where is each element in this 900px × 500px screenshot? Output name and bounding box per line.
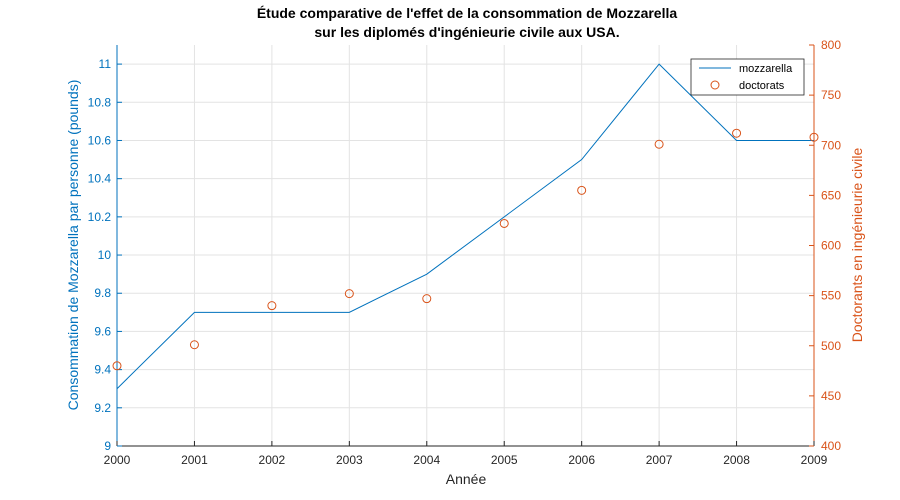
data-point-doctorats [577, 185, 587, 195]
legend-swatch-doctorats [710, 80, 720, 90]
x-tick-label: 2007 [646, 453, 673, 467]
y-left-tick-label: 9.4 [94, 363, 111, 377]
y-right-tick-label: 700 [821, 138, 841, 152]
data-point-doctorats [422, 294, 432, 304]
x-tick-label: 2006 [568, 453, 595, 467]
y-left-tick-label: 10.6 [88, 133, 112, 147]
data-point-doctorats [189, 340, 199, 350]
x-tick-label: 2001 [181, 453, 208, 467]
x-tick-label: 2004 [413, 453, 440, 467]
x-tick-label: 2003 [336, 453, 363, 467]
data-point-doctorats [499, 218, 509, 228]
axes [116, 44, 815, 447]
series-layer [112, 63, 819, 390]
y-left-tick-label: 10.8 [88, 95, 112, 109]
series-line-mozzarella [116, 63, 814, 390]
x-tick-label: 2009 [801, 453, 828, 467]
y-left-tick-label: 9.6 [94, 324, 111, 338]
x-axis-label: Année [446, 471, 487, 487]
y-left-tick-label: 11 [99, 57, 112, 71]
y-axis-left-label: Consommation de Mozzarella par personne … [65, 80, 81, 411]
y-right-tick-label: 550 [821, 289, 841, 303]
grid-lines [116, 45, 815, 447]
y-left-tick-label: 10.4 [88, 172, 112, 186]
y-left-tick-label: 10 [98, 248, 112, 262]
y-left-tick-label: 10.2 [88, 210, 112, 224]
legend-label-mozzarella: mozzarella [739, 63, 793, 75]
chart-title-line-2: sur les diplomés d'ingénieurie civile au… [314, 24, 619, 40]
y-right-tick-label: 450 [821, 389, 841, 403]
x-tick-label: 2000 [104, 453, 131, 467]
y-left-tick-label: 9 [104, 439, 111, 453]
y-left-tick-label: 9.2 [94, 401, 111, 415]
x-tick-label: 2002 [259, 453, 286, 467]
data-point-doctorats [267, 301, 277, 311]
y-right-tick-label: 750 [821, 88, 841, 102]
y-right-tick-label: 600 [821, 239, 841, 253]
y-right-tick-label: 500 [821, 339, 841, 353]
data-point-doctorats [732, 128, 742, 138]
y-left-tick-label: 9.8 [94, 286, 111, 300]
data-point-doctorats [809, 132, 819, 142]
y-right-tick-label: 800 [821, 38, 841, 52]
legend: mozzarella doctorats [690, 58, 805, 96]
chart-title-line-1: Étude comparative de l'effet de la conso… [257, 5, 678, 21]
legend-box [690, 58, 805, 96]
legend-label-doctorats: doctorats [739, 80, 785, 92]
data-point-doctorats [112, 361, 122, 371]
data-point-doctorats [654, 139, 664, 149]
data-point-doctorats [344, 289, 354, 299]
x-tick-label: 2008 [723, 453, 750, 467]
y-right-tick-label: 400 [821, 439, 841, 453]
y-axis-right-label: Doctorants en ingénieurie civile [849, 148, 865, 343]
tick-labels: 2000 2001 2002 2003 2004 2005 2006 2007 2008 2009… [88, 38, 842, 467]
y-right-tick-label: 650 [821, 188, 841, 202]
x-tick-label: 2005 [491, 453, 518, 467]
